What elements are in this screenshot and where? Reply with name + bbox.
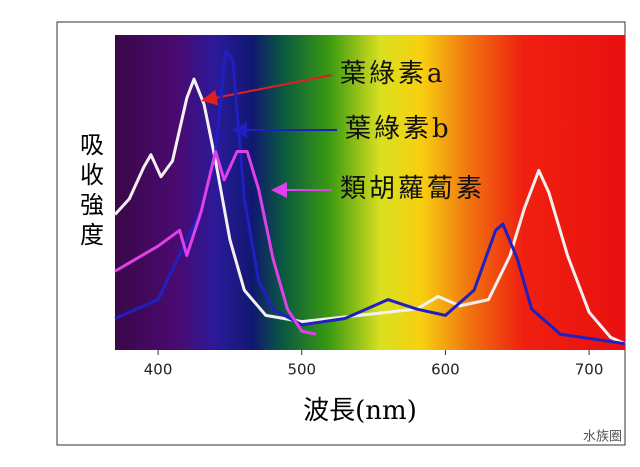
series-line (113, 77, 626, 346)
watermark: 水族圈 (583, 429, 622, 445)
spectrum-background (115, 35, 625, 350)
series-label: 類胡蘿蔔素 (340, 174, 485, 204)
x-tick-label: 600 (431, 361, 460, 379)
x-axis-label: 波長(nm) (303, 396, 417, 426)
series-line (114, 150, 317, 336)
x-tick-label: 400 (144, 361, 173, 379)
series-label: 葉綠素b (345, 114, 452, 144)
x-tick-label: 700 (575, 361, 604, 379)
y-axis-label: 吸收強度 (76, 132, 104, 252)
label-arrow (201, 74, 333, 106)
series-label: 葉綠素a (340, 59, 446, 89)
x-tick-label: 500 (287, 361, 316, 379)
